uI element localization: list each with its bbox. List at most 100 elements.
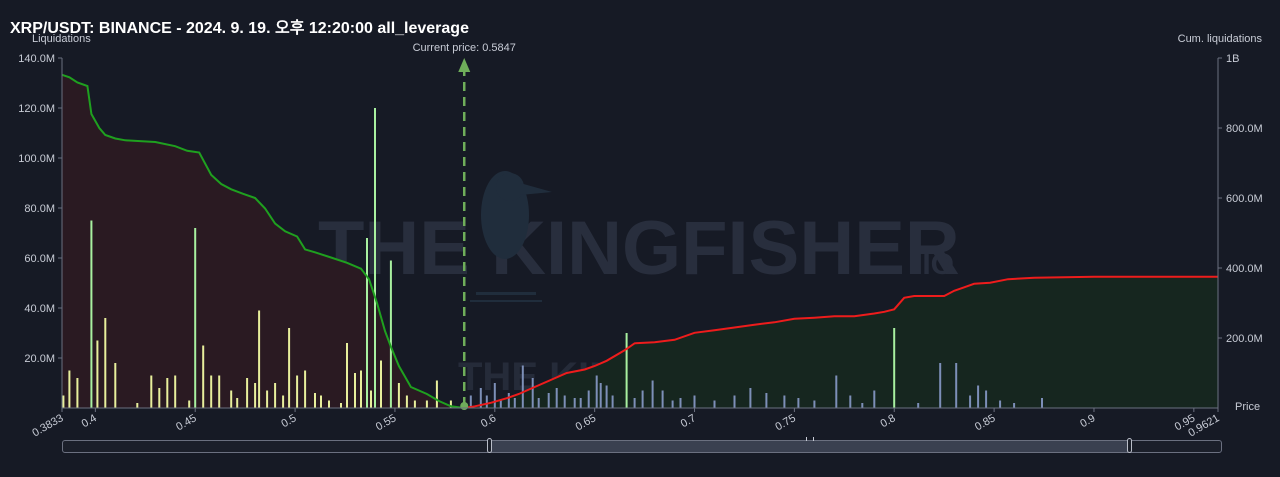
short-liquidation-bar — [977, 385, 980, 408]
short-liquidation-bar — [563, 395, 566, 408]
short-liquidation-bar — [493, 383, 496, 408]
short-liquidation-bar — [555, 388, 558, 408]
watermark-suffix: .IO — [914, 248, 954, 281]
x-tick-label: 0.55 — [374, 412, 399, 433]
long-liquidation-bar — [354, 373, 356, 408]
current-price-label: Current price: 0.5847 — [413, 42, 516, 54]
price-axis-title: Price — [1235, 401, 1260, 413]
right-axis-ticks: 200.0M 400.0M 600.0M 800.0M 1B — [1218, 53, 1263, 345]
y-tick-label: 140.0M — [18, 53, 55, 65]
y-tick-label: 80.0M — [24, 203, 55, 215]
long-liquidation-bar — [166, 378, 169, 408]
long-liquidation-bar — [96, 340, 99, 408]
short-liquidation-bar — [671, 400, 674, 408]
long-liquidation-bar — [246, 378, 249, 408]
long-liquidation-bar — [340, 403, 342, 408]
long-liquidation-bar — [158, 388, 161, 408]
short-liquidation-bar — [599, 383, 602, 408]
short-liquidation-bar — [537, 398, 540, 408]
long-liquidation-bar — [104, 318, 107, 408]
long-liquidation-bar — [274, 383, 277, 408]
short-liquidation-bar — [1013, 403, 1016, 408]
long-liquidation-bar — [174, 375, 177, 408]
x-tick-label: 0.4 — [80, 412, 99, 430]
long-liquidation-bar — [282, 395, 285, 408]
long-cumulative-line — [61, 73, 465, 409]
grip-icon[interactable] — [806, 437, 814, 441]
long-liquidation-bar — [230, 390, 233, 408]
long-liquidation-bar — [328, 400, 330, 408]
short-liquidation-bar — [955, 363, 958, 408]
short-liquidation-bar — [849, 395, 852, 408]
long-liquidation-bar — [296, 375, 299, 408]
x-tick-label: 0.85 — [973, 412, 998, 433]
long-liquidation-bar — [62, 395, 65, 408]
y2-tick-label: 200.0M — [1226, 333, 1263, 345]
short-liquidation-bar — [513, 398, 516, 408]
short-liquidation-bar — [783, 395, 786, 408]
short-liquidation-bar — [765, 393, 768, 408]
y-tick-label: 100.0M — [18, 153, 55, 165]
axes — [61, 58, 1219, 409]
y2-tick-label: 800.0M — [1226, 123, 1263, 135]
long-liquidation-bar — [136, 403, 139, 408]
short-liquidation-bar — [507, 393, 510, 408]
short-liquidation-bar — [999, 400, 1002, 408]
cumulative-fill-areas — [62, 74, 1218, 409]
x-tick-label: 0.45 — [174, 412, 199, 433]
range-slider-right-handle[interactable] — [1127, 438, 1132, 453]
left-axis-title: Liquidations — [32, 33, 91, 45]
y-tick-label: 40.0M — [24, 303, 55, 315]
long-liquidation-bar — [258, 310, 261, 408]
long-liquidation-bar — [76, 378, 79, 408]
short-cumulative-fill — [464, 276, 1218, 408]
long-liquidation-bar — [320, 395, 322, 408]
range-slider-left-handle[interactable] — [487, 438, 492, 453]
long-liquidation-bar — [194, 228, 197, 408]
short-liquidation-bar — [1041, 398, 1043, 408]
x-tick-label: 0.3833 — [30, 412, 65, 439]
long-liquidation-bar — [380, 360, 382, 408]
long-liquidation-bar — [360, 370, 362, 408]
current-price-dot — [460, 402, 469, 410]
short-liquidation-bar — [479, 388, 482, 408]
short-liquidation-bar — [813, 400, 816, 408]
long-liquidation-bar — [266, 390, 269, 408]
x-tick-label: 0.75 — [773, 412, 798, 433]
long-cumulative-fill — [62, 74, 465, 409]
short-liquidation-bar — [633, 398, 636, 408]
short-liquidation-bar — [485, 395, 488, 408]
x-tick-label: 0.6 — [479, 412, 498, 430]
long-liquidation-bar — [114, 363, 117, 408]
short-liquidation-bar — [749, 388, 752, 408]
short-liquidation-bar — [939, 363, 942, 408]
long-liquidation-bar — [314, 393, 316, 408]
y-tick-label: 60.0M — [24, 253, 55, 265]
short-liquidation-bar — [625, 333, 628, 408]
long-liquidation-bar — [374, 108, 376, 408]
short-liquidation-bar — [835, 375, 838, 408]
left-axis-ticks: 20.0M 40.0M 60.0M 80.0M 100.0M 120.0M 140.0M — [18, 53, 62, 365]
x-tick-label: 0.65 — [574, 412, 599, 433]
long-liquidation-bar — [202, 345, 205, 408]
long-liquidation-bar — [90, 220, 93, 408]
range-slider-window[interactable] — [489, 441, 1129, 452]
short-liquidation-bar — [611, 395, 614, 408]
y-tick-label: 20.0M — [24, 353, 55, 365]
right-axis-title: Cum. liquidations — [1177, 33, 1262, 45]
short-liquidation-bar — [985, 390, 988, 408]
short-cumulative-line — [464, 275, 1218, 409]
long-liquidation-bar — [68, 370, 71, 408]
range-slider[interactable] — [62, 437, 1222, 453]
watermark-text: THE KINGFISHER — [318, 206, 960, 291]
x-tick-label: 0.8 — [879, 412, 898, 430]
long-liquidation-bar — [288, 328, 291, 408]
short-liquidation-bar — [713, 400, 716, 408]
long-liquidation-bar — [449, 400, 452, 408]
short-liquidation-bar — [969, 395, 972, 408]
long-liquidation-bar — [236, 398, 239, 408]
short-liquidation-bar — [873, 390, 876, 408]
long-liquidation-bar — [389, 260, 392, 408]
short-liquidation-bar — [641, 390, 644, 408]
